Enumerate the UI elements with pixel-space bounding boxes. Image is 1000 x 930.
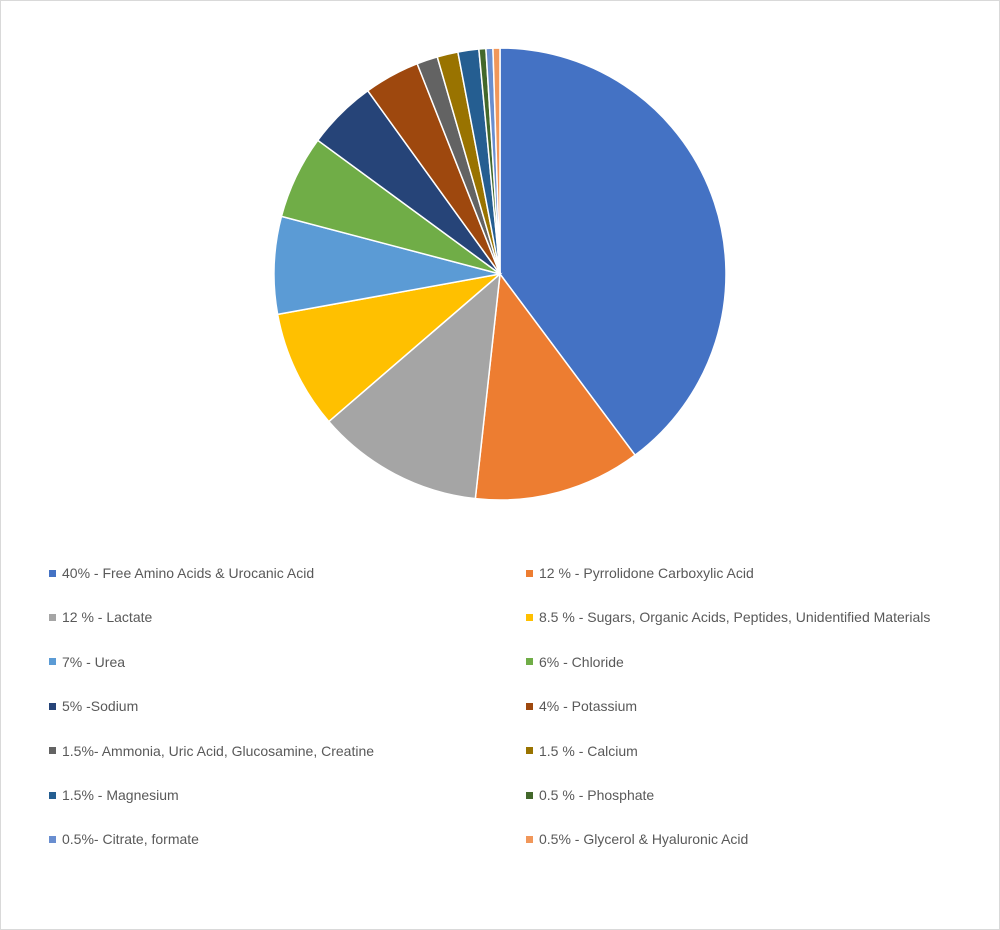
legend-swatch (49, 613, 56, 621)
legend-label: 12 % - Lactate (62, 609, 153, 626)
legend-item: 0.5% - Glycerol & Hyaluronic Acid (526, 831, 748, 847)
legend-swatch (49, 791, 56, 799)
legend-swatch (526, 791, 533, 799)
legend-item: 1.5%- Ammonia, Uric Acid, Glucosamine, C… (49, 743, 374, 759)
legend-swatch (526, 835, 533, 843)
legend-label: 1.5% - Magnesium (62, 787, 179, 803)
legend-label: 1.5%- Ammonia, Uric Acid, Glucosamine, C… (62, 742, 375, 759)
legend-item: 40% - Free Amino Acids & Urocanic Acid (49, 565, 314, 581)
legend-item: 0.5%- Citrate, formate (49, 831, 199, 847)
legend-label: 0.5% - Glycerol & Hyaluronic Acid (539, 831, 749, 848)
legend-item: 5% -Sodium (49, 698, 138, 714)
pie-slice-0 (499, 47, 727, 457)
legend-label: 4% - Potassium (539, 698, 638, 715)
legend-label: 0.5%- Citrate, formate (62, 831, 199, 848)
legend-label: 5% -Sodium (62, 698, 139, 715)
legend-swatch (526, 569, 533, 577)
legend-label: 0.5 % - Phosphate (539, 787, 655, 803)
legend-swatch (526, 658, 533, 666)
legend-swatch (49, 747, 56, 755)
legend-item: 12 % - Lactate (49, 609, 152, 625)
legend-item: 4% - Potassium (526, 698, 637, 714)
legend-item: 0.5 % - Phosphate (526, 787, 654, 803)
legend-label: 8.5 % - Sugars, Organic Acids, Peptides,… (539, 609, 931, 626)
pie-slice-2 (327, 272, 501, 500)
pie-chart (273, 47, 727, 501)
pie-slice-13 (492, 47, 501, 275)
pie-slice-1 (474, 272, 637, 501)
legend-label: 40% - Free Amino Acids & Urocanic Acid (62, 565, 315, 581)
pie-slice-3 (276, 272, 503, 423)
legend-item: 1.5% - Magnesium (49, 787, 179, 803)
legend-label: 12 % - Pyrrolidone Carboxylic Acid (539, 565, 754, 581)
legend-swatch (49, 702, 56, 710)
legend-label: 6% - Chloride (539, 653, 624, 670)
legend-item: 12 % - Pyrrolidone Carboxylic Acid (526, 565, 754, 581)
legend-swatch (49, 835, 56, 843)
legend-swatch (526, 747, 533, 755)
legend-item: 1.5 % - Calcium (526, 743, 638, 759)
legend-swatch (49, 569, 56, 577)
legend-label: 7% - Urea (62, 653, 126, 670)
legend-swatch (49, 658, 56, 666)
legend-swatch (526, 613, 533, 621)
legend-swatch (526, 702, 533, 710)
legend-item: 7% - Urea (49, 654, 125, 670)
legend-item: 8.5 % - Sugars, Organic Acids, Peptides,… (526, 609, 930, 625)
legend-item: 6% - Chloride (526, 654, 624, 670)
legend-label: 1.5 % - Calcium (539, 742, 638, 759)
